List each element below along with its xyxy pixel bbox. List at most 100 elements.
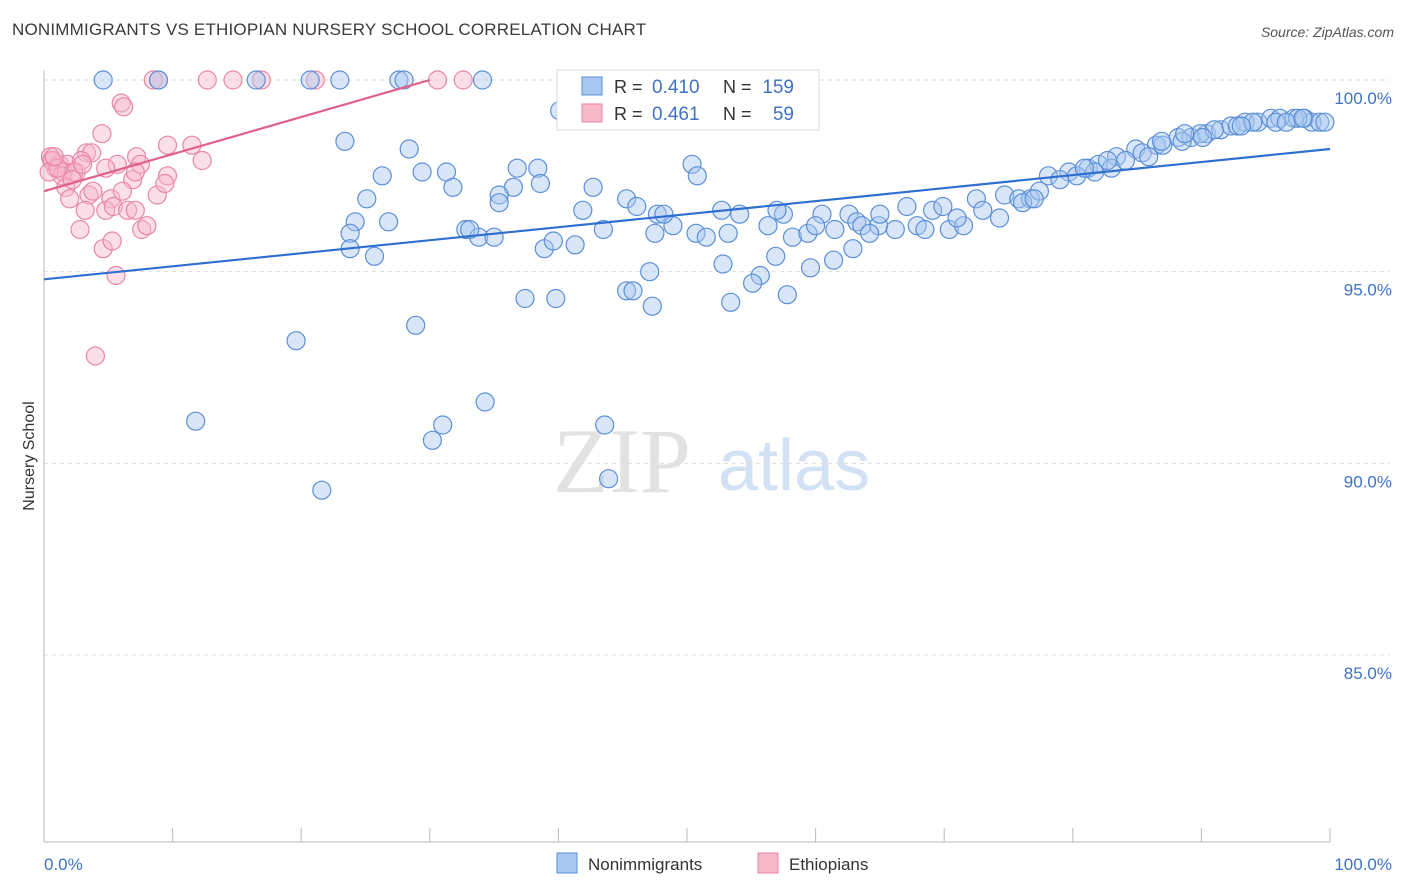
ethiopians-point-39 [155, 173, 175, 194]
ethiopians-point-50 [102, 231, 122, 251]
nonimmigrants-point-16 [372, 166, 392, 186]
nonimmigrants-point-125 [475, 392, 495, 412]
nonimmigrants-point-141 [654, 204, 674, 224]
nonimmigrants-point-120 [777, 285, 797, 305]
series-ethiopians-points [39, 70, 473, 366]
nonimmigrants-point-149 [1175, 124, 1195, 144]
x-tick-label-min: 0.0% [44, 855, 83, 874]
watermark-atlas: atlas [718, 426, 870, 506]
ethiopians-point-16 [192, 150, 212, 171]
nonimmigrants-point-61 [345, 212, 365, 232]
nonimmigrants-point-26 [573, 200, 593, 220]
nonimmigrants-point-9 [335, 131, 355, 151]
ethiopians-point-43 [103, 196, 124, 217]
ethiopians-point-55 [62, 170, 82, 190]
nonimmigrants-point-23 [489, 193, 509, 213]
nonimmigrants-point-1 [148, 70, 169, 90]
nonimmigrants-point-22 [357, 189, 377, 209]
legend-bottom: Nonimmigrants Ethiopians [556, 852, 868, 874]
nonimmigrants-point-0 [93, 70, 113, 90]
ethiopians-point-41 [75, 200, 95, 220]
nonimmigrants-point-137 [1193, 127, 1213, 148]
nonimmigrants-point-84 [939, 219, 959, 240]
nonimmigrants-point-7 [472, 70, 493, 90]
nonimmigrants-point-134 [947, 208, 967, 228]
nonimmigrants-point-129 [422, 430, 442, 450]
nonimmigrants-point-15 [528, 158, 548, 178]
nonimmigrants-point-32 [839, 204, 859, 224]
nonimmigrants-point-132 [870, 204, 890, 224]
nonimmigrants-point-12 [507, 158, 527, 178]
legend-n-label-ethiopians: N = [723, 104, 752, 124]
nonimmigrants-point-101 [1243, 112, 1263, 132]
ethiopians-point-38 [147, 185, 167, 205]
legend-swatch-ethiopians [581, 103, 603, 123]
nonimmigrants-point-111 [843, 239, 863, 259]
nonimmigrants-point-85 [953, 216, 974, 236]
nonimmigrants-point-131 [687, 166, 707, 186]
nonimmigrants-point-90 [1050, 170, 1070, 190]
nonimmigrants-point-110 [823, 250, 844, 270]
nonimmigrants-point-86 [973, 200, 993, 220]
nonimmigrants-point-10 [399, 139, 419, 159]
ethiopians-point-7 [453, 70, 473, 90]
nonimmigrants-point-25 [627, 196, 647, 217]
ethiopians-point-58 [44, 147, 64, 167]
nonimmigrants-point-4 [330, 70, 350, 90]
nonimmigrants-point-121 [642, 296, 662, 316]
nonimmigrants-point-63 [340, 223, 360, 243]
ethiopians-point-36 [83, 181, 103, 201]
nonimmigrants-point-75 [718, 223, 738, 243]
nonimmigrants-point-114 [742, 273, 763, 293]
nonimmigrants-point-128 [312, 480, 332, 500]
nonimmigrants-point-133 [915, 219, 935, 240]
ethiopians-point-32 [125, 162, 145, 182]
nonimmigrants-point-11 [682, 154, 702, 174]
ethiopians-point-52 [85, 346, 106, 366]
nonimmigrants-point-97 [1172, 131, 1192, 151]
nonimmigrants-point-107 [713, 254, 733, 274]
nonimmigrants-point-130 [598, 469, 619, 489]
nonimmigrants-point-88 [1012, 193, 1033, 213]
ethiopians-point-47 [132, 219, 152, 240]
nonimmigrants-point-99 [1204, 120, 1224, 140]
ethiopians-point-5 [305, 70, 325, 90]
nonimmigrants-point-123 [286, 331, 306, 351]
bottom-legend-label-ethiopians: Ethiopians [789, 855, 868, 874]
bottom-legend-swatch-ethiopians [757, 852, 779, 874]
nonimmigrants-point-143 [805, 216, 826, 236]
y-tick-label-85: 85.0% [1344, 664, 1392, 683]
nonimmigrants-point-71 [645, 223, 665, 243]
ethiopians-point-37 [101, 189, 121, 209]
nonimmigrants-point-105 [364, 246, 385, 266]
nonimmigrants-point-124 [433, 415, 453, 435]
y-tick-labels: 85.0% 90.0% 95.0% 100.0% [1334, 89, 1392, 683]
legend-r-value-ethiopians: 0.461 [652, 104, 700, 125]
ethiopians-point-11 [157, 135, 178, 155]
watermark: ZIP atlas [553, 410, 870, 512]
grid-lines [44, 79, 1390, 656]
nonimmigrants-point-109 [800, 258, 821, 278]
nonimmigrants-point-106 [640, 262, 660, 282]
nonimmigrants-point-112 [460, 219, 480, 240]
nonimmigrants-point-79 [825, 219, 845, 240]
ethiopians-point-54 [48, 158, 68, 178]
nonimmigrants-point-17 [443, 177, 463, 197]
ethiopians-point-3 [223, 70, 243, 90]
ethiopians-point-44 [117, 200, 138, 220]
ethiopians-point-9 [114, 97, 134, 117]
ethiopians-point-46 [70, 219, 90, 240]
nonimmigrants-point-144 [859, 223, 880, 243]
legend-r-label-nonimmigrants: R = [614, 77, 643, 97]
nonimmigrants-point-34 [897, 196, 917, 217]
series-nonimmigrants-points [93, 70, 1335, 500]
nonimmigrants-point-73 [686, 223, 706, 243]
nonimmigrants-point-66 [484, 227, 504, 247]
chart-title: NONIMMIGRANTS VS ETHIOPIAN NURSERY SCHOO… [12, 20, 647, 39]
nonimmigrants-point-118 [623, 281, 643, 301]
nonimmigrants-point-103 [1288, 108, 1308, 128]
nonimmigrants-point-68 [543, 231, 563, 251]
y-axis-title: Nursery School [21, 401, 38, 510]
nonimmigrants-point-138 [1231, 116, 1251, 136]
